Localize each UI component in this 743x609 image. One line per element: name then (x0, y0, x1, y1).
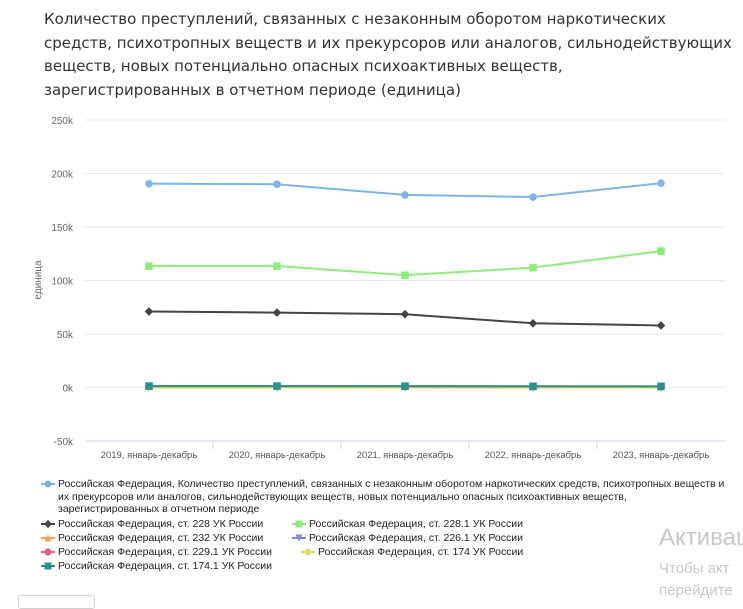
line-chart: -50k 0k 50k 100k 150k 200k 250k 2019, январь-д… (0, 0, 743, 470)
data-point[interactable] (401, 271, 409, 279)
y-tick-label: -50k (54, 437, 74, 448)
series-1 (145, 307, 666, 330)
data-point[interactable] (145, 382, 153, 390)
legend-item-4[interactable]: Российская Федерация, ст. 226.1 УК Росси… (291, 532, 551, 545)
data-point[interactable] (657, 321, 666, 330)
legend-symbol (40, 518, 58, 530)
legend-item-7[interactable]: Российская Федерация, ст. 174.1 УК Росси… (40, 560, 280, 573)
legend-label: Российская Федерация, ст. 228.1 УК Росси… (309, 518, 523, 531)
series-0 (145, 179, 665, 201)
data-point[interactable] (657, 247, 665, 255)
legend-symbol (40, 478, 58, 490)
data-point[interactable] (401, 191, 409, 199)
y-tick-label: 200k (51, 170, 74, 181)
legend-label: Российская Федерация, ст. 228 УК России (58, 518, 263, 531)
y-tick-label: 100k (51, 277, 74, 288)
y-axis-ticks: -50k 0k 50k 100k 150k 200k 250k (51, 116, 74, 448)
series-7 (145, 382, 665, 390)
legend-symbol (291, 532, 309, 544)
y-tick-label: 0k (62, 384, 74, 395)
legend-item-2[interactable]: Российская Федерация, ст. 228.1 УК Росси… (291, 518, 551, 531)
data-point[interactable] (273, 308, 282, 317)
legend-item-3[interactable]: Российская Федерация, ст. 232 УК России (40, 532, 280, 545)
x-axis-ticks: 2019, январь-декабрь 2020, январь-декабрь… (101, 441, 710, 461)
bottom-tab[interactable] (18, 595, 95, 609)
x-tick-label: 2020, январь-декабрь (229, 450, 326, 461)
legend-symbol (40, 532, 58, 544)
legend-label: Российская Федерация, ст. 232 УК России (58, 532, 263, 545)
legend-label: Российская Федерация, ст. 174.1 УК Росси… (58, 560, 272, 573)
data-point[interactable] (273, 180, 281, 188)
watermark-text: Чтобы акт перейдите (659, 558, 733, 602)
legend-label: Российская Федерация, ст. 174 УК России (318, 546, 523, 559)
data-point[interactable] (529, 319, 538, 328)
watermark-line-1: Чтобы акт (659, 558, 733, 580)
data-point[interactable] (657, 179, 665, 187)
legend-symbol (40, 560, 58, 572)
data-point[interactable] (145, 180, 153, 188)
legend-item-6[interactable]: Российская Федерация, ст. 174 УК России (300, 546, 560, 559)
x-tick-label: 2019, январь-декабрь (101, 450, 198, 461)
data-point[interactable] (529, 193, 537, 201)
watermark-title: Активац (659, 524, 743, 552)
legend-symbol (291, 518, 309, 530)
y-axis-label: единица (33, 260, 44, 300)
data-point[interactable] (657, 383, 665, 391)
data-point[interactable] (529, 383, 537, 391)
data-point[interactable] (273, 262, 281, 270)
x-tick-label: 2021, январь-декабрь (357, 450, 454, 461)
data-point[interactable] (145, 307, 154, 316)
y-tick-label: 250k (51, 116, 74, 127)
legend-item-0[interactable]: Российская Федерация, Количество преступ… (40, 478, 730, 516)
grid-lines (85, 120, 725, 441)
data-point[interactable] (273, 382, 281, 390)
legend-label: Российская Федерация, ст. 226.1 УК Росси… (309, 532, 523, 545)
data-point[interactable] (401, 382, 409, 390)
data-point[interactable] (401, 310, 410, 319)
data-point[interactable] (529, 264, 537, 272)
legend-item-1[interactable]: Российская Федерация, ст. 228 УК России (40, 518, 280, 531)
legend-label: Российская Федерация, ст. 229.1 УК Росси… (58, 546, 272, 559)
y-tick-label: 50k (57, 330, 74, 341)
x-tick-label: 2022, январь-декабрь (485, 450, 582, 461)
legend-symbol (300, 546, 318, 558)
data-point[interactable] (145, 262, 153, 270)
legend-symbol (40, 546, 58, 558)
y-tick-label: 150k (51, 223, 74, 234)
x-tick-label: 2023, январь-декабрь (613, 450, 710, 461)
legend-label: Российская Федерация, Количество преступ… (58, 478, 730, 516)
series-2 (145, 247, 665, 279)
series-group (145, 179, 666, 391)
legend-item-5[interactable]: Российская Федерация, ст. 229.1 УК Росси… (40, 546, 280, 559)
watermark-line-2: перейдите (659, 580, 733, 602)
